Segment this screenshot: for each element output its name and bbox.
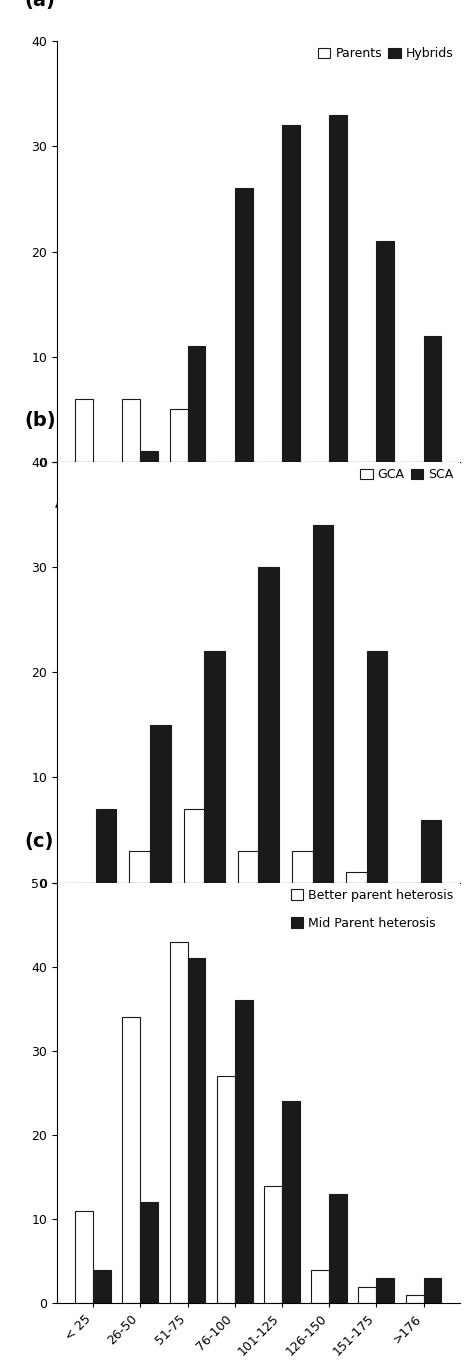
Bar <box>188 346 205 462</box>
Bar <box>140 1202 158 1303</box>
Bar <box>367 652 387 882</box>
Bar <box>188 959 205 1303</box>
Bar <box>311 1269 329 1303</box>
Bar <box>122 1017 140 1303</box>
Bar <box>282 125 300 462</box>
Bar <box>238 851 258 882</box>
Bar <box>424 336 441 462</box>
Bar <box>129 851 150 882</box>
Bar <box>346 873 367 882</box>
Bar <box>282 1102 300 1303</box>
Text: (a): (a) <box>25 0 55 10</box>
Bar <box>217 1076 235 1303</box>
Bar <box>122 399 140 462</box>
Bar <box>204 652 225 882</box>
Bar <box>96 809 117 882</box>
Bar <box>376 1279 394 1303</box>
Bar <box>358 1287 376 1303</box>
Bar <box>183 809 204 882</box>
Bar <box>150 724 171 882</box>
Bar <box>170 941 188 1303</box>
Bar <box>170 409 188 462</box>
Bar <box>292 851 312 882</box>
Bar <box>376 241 394 462</box>
Text: (c): (c) <box>25 833 54 851</box>
Legend: Better parent heterosis, Mid Parent heterosis: Better parent heterosis, Mid Parent hete… <box>291 889 454 930</box>
Bar <box>140 451 158 462</box>
Bar <box>329 1194 347 1303</box>
Legend: Parents, Hybrids: Parents, Hybrids <box>318 48 454 60</box>
Bar <box>258 567 279 882</box>
Bar <box>75 399 93 462</box>
Bar <box>235 1000 253 1303</box>
Bar <box>421 819 441 882</box>
Bar <box>424 1279 441 1303</box>
Bar <box>406 1295 424 1303</box>
Text: (b): (b) <box>25 412 56 431</box>
Bar <box>235 188 253 462</box>
Legend: GCA, SCA: GCA, SCA <box>360 468 454 482</box>
Bar <box>75 1211 93 1303</box>
Bar <box>329 115 347 462</box>
Bar <box>93 1269 111 1303</box>
Bar <box>312 525 333 882</box>
Bar <box>264 1185 282 1303</box>
